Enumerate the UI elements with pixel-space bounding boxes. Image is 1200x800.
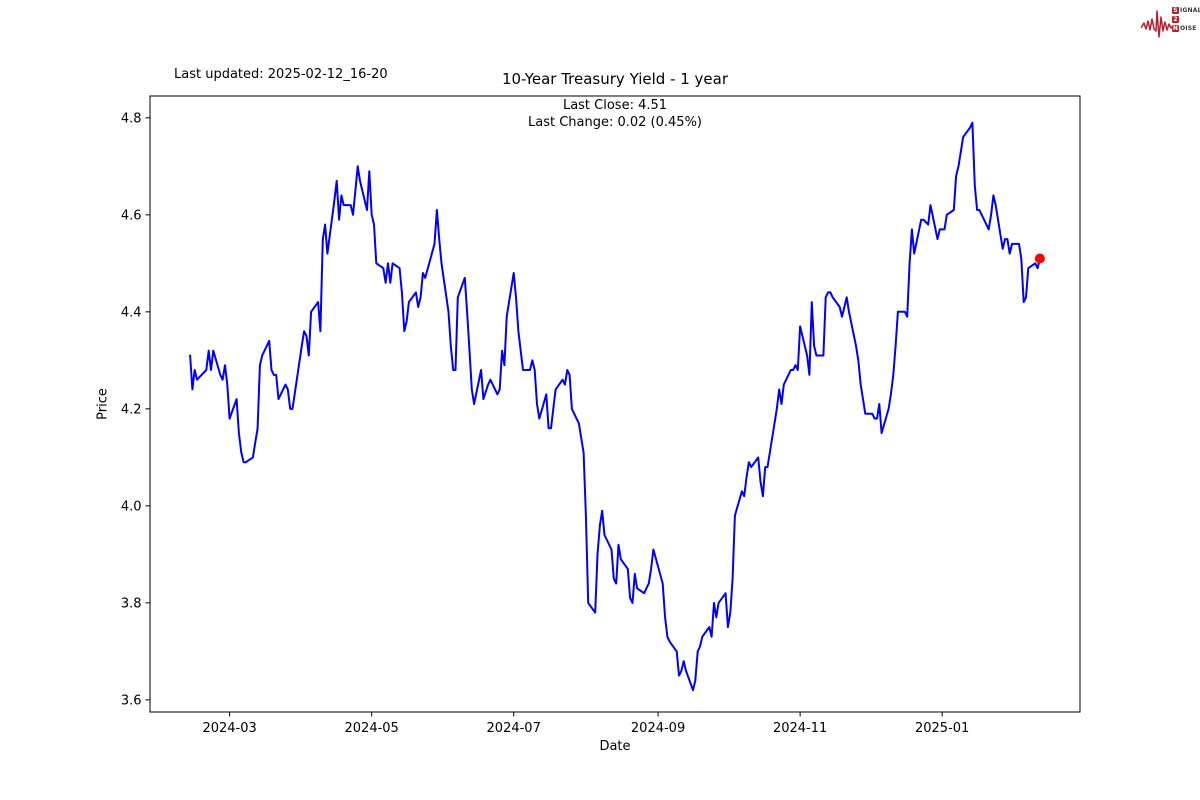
logo-row-signal: S IGNAL <box>1172 7 1200 14</box>
chart-subtitle: Last Close: 4.51 Last Change: 0.02 (0.45… <box>150 97 1080 131</box>
last-point-marker <box>1034 253 1045 264</box>
y-tick-label: 4.8 <box>121 111 142 126</box>
y-tick-label: 4.0 <box>121 499 142 514</box>
x-tick-label: 2024-09 <box>631 721 685 736</box>
x-tick-label: 2025-01 <box>915 721 969 736</box>
price-line <box>189 121 1041 692</box>
heartbeat-waveform-icon <box>1141 10 1173 38</box>
plot-border <box>149 95 1081 713</box>
x-tick-label: 2024-11 <box>773 721 827 736</box>
y-tick-label: 4.4 <box>121 305 142 320</box>
logo-wordmark: S IGNAL 2 N OISE <box>1172 6 1200 33</box>
logo-letter-2: 2 <box>1172 16 1179 23</box>
y-tick-label: 4.6 <box>121 208 142 223</box>
last-updated-text: Last updated: 2025-02-12_16-20 <box>174 67 388 82</box>
y-tick-label: 3.8 <box>121 596 142 611</box>
logo-row-2: 2 <box>1172 15 1200 24</box>
last-change-text: Last Change: 0.02 (0.45%) <box>527 115 702 130</box>
x-tick-label: 2024-05 <box>345 721 399 736</box>
logo-letter-n: N <box>1172 25 1179 32</box>
x-axis-label: Date <box>599 739 631 754</box>
x-tick-label: 2024-07 <box>487 721 541 736</box>
x-tick-label: 2024-03 <box>202 721 256 736</box>
signal2noise-logo: S IGNAL 2 N OISE <box>1141 4 1200 42</box>
logo-row-noise: N OISE <box>1172 25 1197 32</box>
y-tick-label: 4.2 <box>121 402 142 417</box>
logo-letter-s: S <box>1172 7 1179 14</box>
y-tick-label: 3.6 <box>121 693 142 708</box>
chart-title: 10-Year Treasury Yield - 1 year <box>501 70 729 88</box>
last-close-text: Last Close: 4.51 <box>562 98 668 113</box>
